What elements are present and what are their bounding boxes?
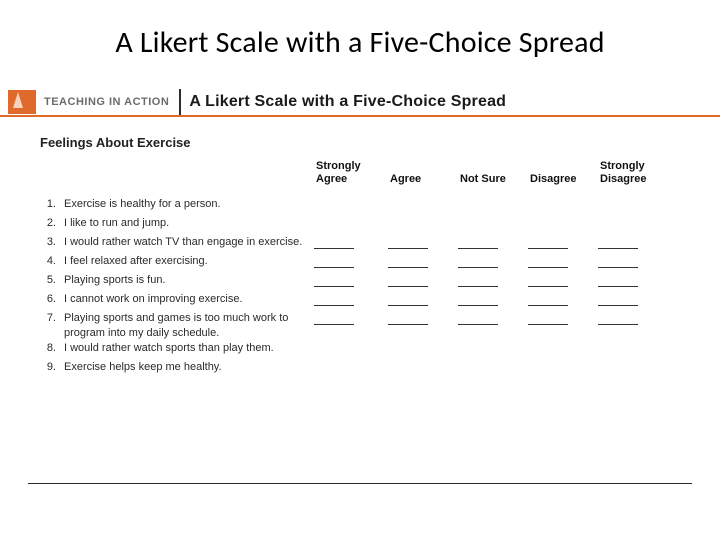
item-text: Playing sports is fun. (58, 273, 312, 288)
response-blank[interactable] (312, 273, 386, 292)
column-header-strongly-disagree: StronglyDisagree (598, 160, 672, 188)
section-title: Feelings About Exercise (40, 135, 680, 150)
item-row: 2. I like to run and jump. (42, 216, 680, 235)
response-blank[interactable] (312, 235, 386, 254)
response-blank[interactable] (386, 311, 456, 330)
response-blank[interactable] (596, 273, 670, 292)
response-blank[interactable] (312, 254, 386, 273)
response-blank[interactable] (386, 254, 456, 273)
badge-title: A Likert Scale with a Five-Choice Spread (189, 93, 506, 111)
footer-rule (28, 483, 692, 484)
item-number: 5. (42, 273, 58, 288)
slide-title: A Likert Scale with a Five-Choice Spread (40, 24, 680, 61)
response-blank[interactable] (526, 235, 596, 254)
item-number: 1. (42, 197, 58, 212)
item-text: Playing sports and games is too much wor… (58, 311, 312, 341)
item-row: 4. I feel relaxed after exercising. (42, 254, 680, 273)
item-row: 8. I would rather watch sports than play… (42, 341, 680, 360)
item-number: 3. (42, 235, 58, 250)
item-number: 9. (42, 360, 58, 375)
horizontal-rule-accent (0, 115, 720, 117)
response-blank[interactable] (596, 292, 670, 311)
response-blank[interactable] (456, 235, 526, 254)
response-blank[interactable] (526, 311, 596, 330)
item-text: Exercise is healthy for a person. (58, 197, 312, 212)
vertical-separator (179, 89, 181, 115)
item-row: 1. Exercise is healthy for a person. (42, 197, 680, 216)
item-text: I cannot work on improving exercise. (58, 292, 312, 307)
column-header-row: StronglyAgree Agree Not Sure Disagree St… (42, 160, 680, 188)
item-number: 2. (42, 216, 58, 231)
item-number: 6. (42, 292, 58, 307)
response-blank[interactable] (596, 254, 670, 273)
column-header-disagree: Disagree (528, 160, 598, 188)
response-blank[interactable] (526, 254, 596, 273)
item-number: 7. (42, 311, 58, 326)
response-blank[interactable] (312, 292, 386, 311)
teaching-in-action-icon (8, 90, 36, 114)
response-blank[interactable] (456, 292, 526, 311)
response-blank[interactable] (312, 311, 386, 330)
response-blank[interactable] (456, 254, 526, 273)
response-blank[interactable] (386, 292, 456, 311)
item-row: 7. Playing sports and games is too much … (42, 311, 680, 341)
response-blank[interactable] (386, 235, 456, 254)
item-row: 3. I would rather watch TV than engage i… (42, 235, 680, 254)
item-text: I like to run and jump. (58, 216, 312, 231)
response-blank[interactable] (526, 273, 596, 292)
item-number: 4. (42, 254, 58, 269)
response-blank[interactable] (526, 292, 596, 311)
response-blank[interactable] (596, 311, 670, 330)
item-text: I would rather watch TV than engage in e… (58, 235, 312, 250)
item-text: I feel relaxed after exercising. (58, 254, 312, 269)
response-blank[interactable] (456, 311, 526, 330)
badge-label: TEACHING IN ACTION (42, 96, 177, 108)
column-header-not-sure: Not Sure (458, 160, 528, 188)
likert-table: StronglyAgree Agree Not Sure Disagree St… (42, 160, 680, 379)
item-text: Exercise helps keep me healthy. (58, 360, 312, 375)
response-blank[interactable] (456, 273, 526, 292)
item-text: I would rather watch sports than play th… (58, 341, 312, 356)
item-row: 6. I cannot work on improving exercise. (42, 292, 680, 311)
item-row: 5. Playing sports is fun. (42, 273, 680, 292)
item-row: 9. Exercise helps keep me healthy. (42, 360, 680, 379)
response-blank[interactable] (596, 235, 670, 254)
column-header-strongly-agree: StronglyAgree (314, 160, 388, 188)
item-number: 8. (42, 341, 58, 356)
column-header-agree: Agree (388, 160, 458, 188)
response-blank[interactable] (386, 273, 456, 292)
